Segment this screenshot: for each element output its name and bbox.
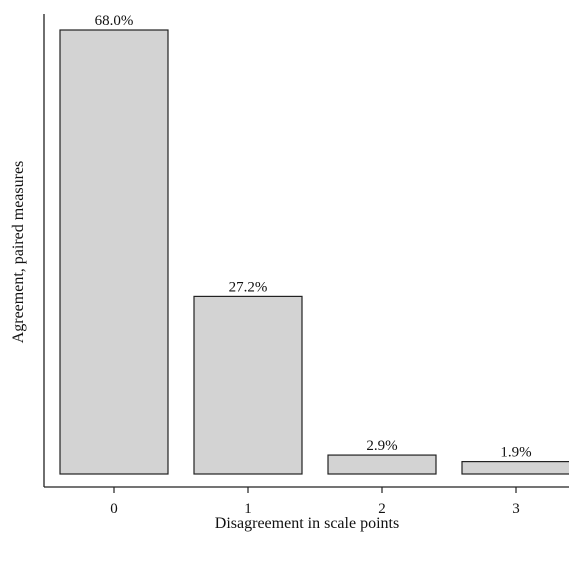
data-label-0: 68.0%	[95, 13, 134, 29]
axes	[43, 14, 569, 488]
x-tick-label-2: 2	[378, 501, 386, 517]
bar-1	[193, 295, 303, 475]
x-tick-label-1: 1	[244, 501, 252, 517]
data-labels: 68.0% 27.2% 2.9% 1.9%	[95, 13, 532, 461]
x-tick-label-3: 3	[512, 501, 520, 517]
x-tick-label-0: 0	[110, 501, 118, 517]
data-label-3: 1.9%	[500, 445, 531, 461]
data-label-2: 2.9%	[366, 438, 397, 454]
data-label-1: 27.2%	[229, 279, 268, 295]
bars	[59, 29, 569, 475]
x-axis-title: Disagreement in scale points	[215, 515, 399, 532]
x-ticks: 0 1 2 3	[110, 487, 520, 517]
y-axis-title: Agreement, paired measures	[10, 161, 27, 344]
bar-0	[59, 29, 169, 475]
bar-2	[327, 454, 437, 475]
bar-3	[461, 460, 569, 475]
